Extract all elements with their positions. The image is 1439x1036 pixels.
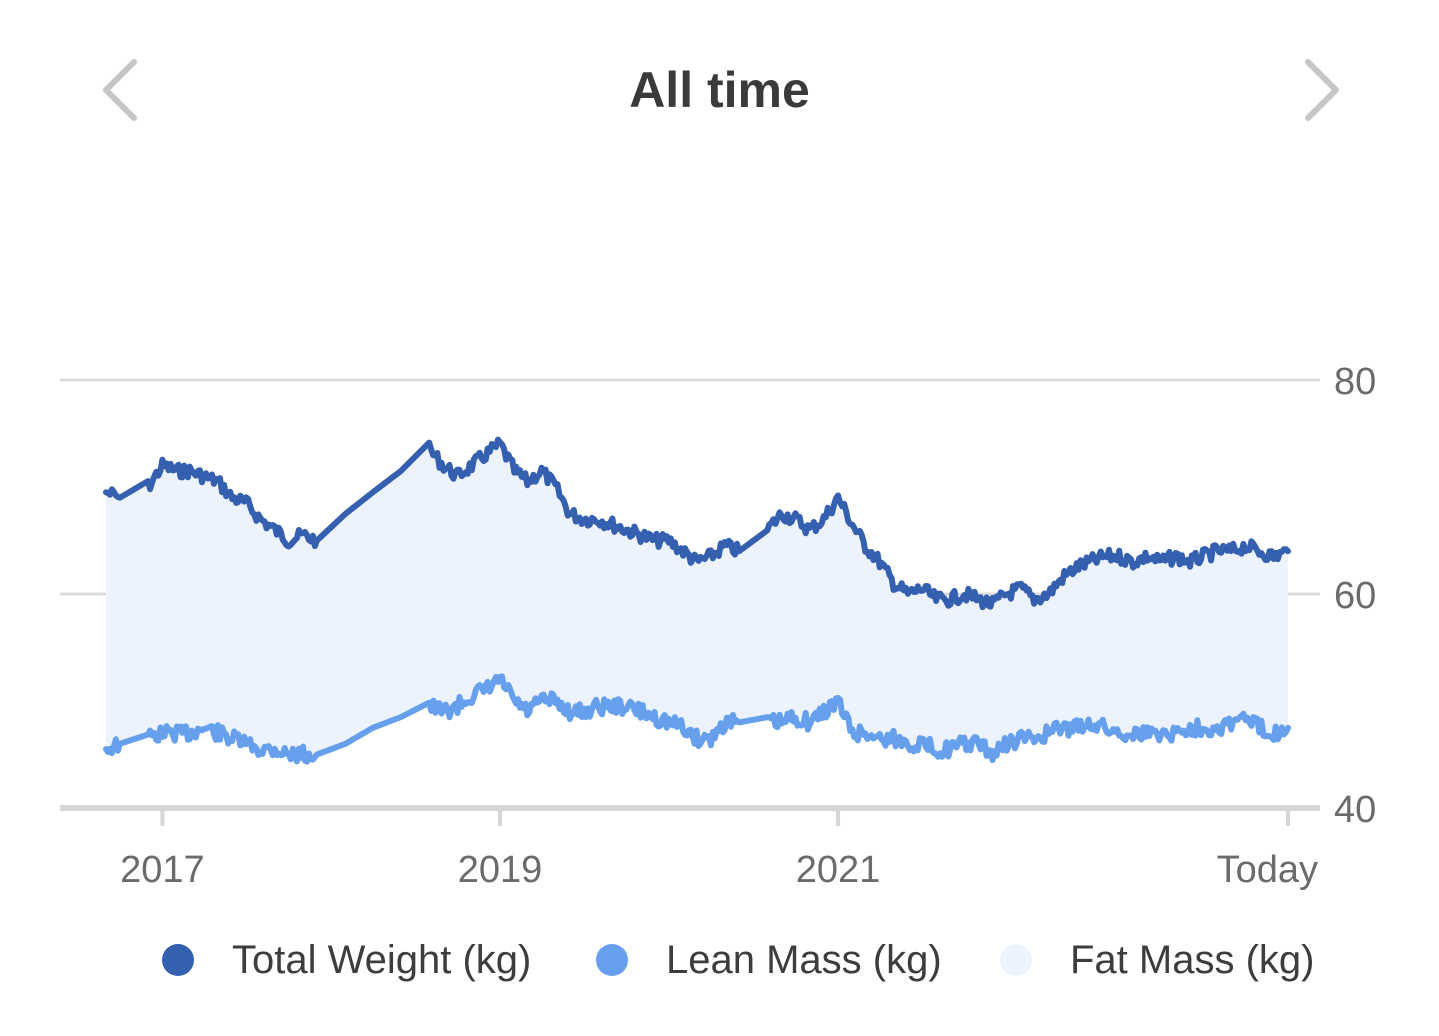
next-period-button[interactable] (1300, 58, 1344, 122)
x-axis (60, 805, 1320, 826)
legend-item-fat-mass[interactable]: Fat Mass (kg) (1000, 930, 1314, 990)
legend-label-fat-mass: Fat Mass (kg) (1070, 937, 1315, 982)
y-tick-label: 80 (1334, 361, 1376, 403)
legend-item-lean-mass[interactable]: Lean Mass (kg) (596, 930, 942, 990)
period-title: All time (629, 62, 810, 118)
lean-mass-line (103, 673, 1291, 765)
fat-mass-area (106, 439, 1288, 762)
chevron-left-icon (103, 59, 137, 121)
total-weight-swatch (162, 944, 194, 976)
body-composition-chart: 40 60 80 2017 2019 2021 Today (60, 361, 1376, 891)
fat-mass-area-layer (106, 439, 1288, 762)
tick-labels: 40 60 80 2017 2019 2021 Today (120, 361, 1376, 891)
legend-label-lean-mass: Lean Mass (kg) (666, 937, 942, 982)
chart-legend: Total Weight (kg) Lean Mass (kg) Fat Mas… (0, 930, 1439, 990)
y-tick-label: 40 (1334, 789, 1376, 831)
x-tick-label: 2019 (458, 849, 543, 891)
fat-mass-swatch (1000, 944, 1032, 976)
series-lines (103, 436, 1291, 765)
total-weight-line (103, 436, 1291, 611)
legend-label-total-weight: Total Weight (kg) (232, 937, 532, 982)
x-tick-label: 2021 (796, 849, 881, 891)
previous-period-button[interactable] (98, 58, 142, 122)
legend-item-total-weight[interactable]: Total Weight (kg) (162, 930, 531, 990)
chevron-right-icon (1305, 59, 1339, 121)
x-tick-label: Today (1217, 849, 1318, 891)
y-tick-label: 60 (1334, 575, 1376, 617)
lean-mass-swatch (596, 944, 628, 976)
x-tick-label: 2017 (120, 849, 205, 891)
